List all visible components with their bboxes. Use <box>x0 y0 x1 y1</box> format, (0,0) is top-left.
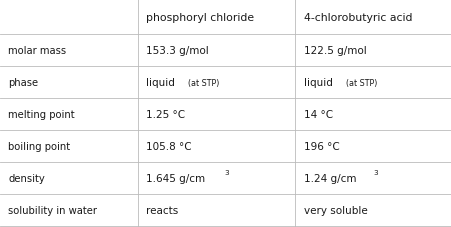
Text: 14 °C: 14 °C <box>304 110 333 120</box>
Text: 1.25 °C: 1.25 °C <box>146 110 185 120</box>
Text: phase: phase <box>8 78 38 88</box>
Text: 4-chlorobutyric acid: 4-chlorobutyric acid <box>304 13 412 22</box>
Text: very soluble: very soluble <box>304 205 367 215</box>
Text: solubility in water: solubility in water <box>8 205 97 215</box>
Text: 105.8 °C: 105.8 °C <box>146 141 191 151</box>
Text: melting point: melting point <box>8 110 75 120</box>
Text: phosphoryl chloride: phosphoryl chloride <box>146 13 254 22</box>
Text: 153.3 g/mol: 153.3 g/mol <box>146 46 208 56</box>
Text: 1.645 g/cm: 1.645 g/cm <box>146 173 205 183</box>
Text: 3: 3 <box>224 169 229 175</box>
Text: 196 °C: 196 °C <box>304 141 339 151</box>
Text: boiling point: boiling point <box>8 141 70 151</box>
Text: 122.5 g/mol: 122.5 g/mol <box>304 46 366 56</box>
Text: (at STP): (at STP) <box>189 78 220 87</box>
Text: reacts: reacts <box>146 205 178 215</box>
Text: density: density <box>8 173 45 183</box>
Text: liquid: liquid <box>146 78 175 88</box>
Text: 3: 3 <box>373 169 378 175</box>
Text: (at STP): (at STP) <box>346 78 377 87</box>
Text: molar mass: molar mass <box>8 46 66 56</box>
Text: liquid: liquid <box>304 78 332 88</box>
Text: 1.24 g/cm: 1.24 g/cm <box>304 173 356 183</box>
